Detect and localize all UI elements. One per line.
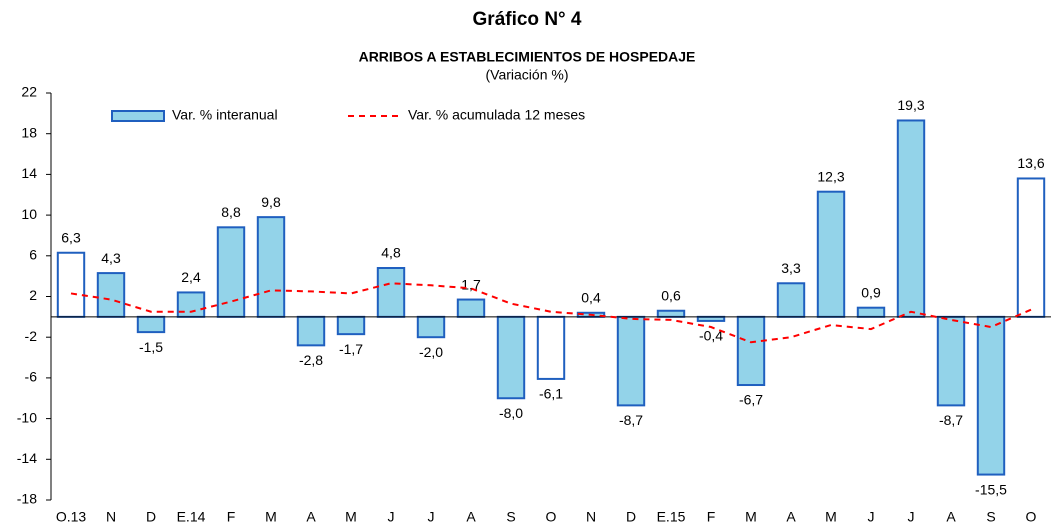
bar: [1016, 177, 1046, 318]
x-tick-label: D: [146, 509, 156, 525]
x-tick-label: F: [707, 509, 716, 525]
data-label: 0,4: [581, 289, 601, 305]
data-label: -2,0: [419, 344, 443, 360]
bar: [616, 315, 646, 407]
x-tick-label: M: [825, 509, 837, 525]
x-tick-label: F: [227, 509, 236, 525]
data-label: -8,7: [619, 412, 643, 428]
data-label: -1,7: [339, 341, 363, 357]
data-label: 0,9: [861, 284, 881, 300]
bar: [496, 315, 526, 400]
chart-subtitle: ARRIBOS A ESTABLECIMIENTOS DE HOSPEDAJE: [359, 49, 696, 65]
data-label: -15,5: [975, 481, 1007, 497]
data-label: -2,8: [299, 352, 323, 368]
data-label: -0,4: [699, 328, 723, 344]
bar: [96, 272, 126, 318]
bar: [656, 309, 686, 318]
x-tick-label: A: [306, 509, 316, 525]
x-tick-label: M: [265, 509, 277, 525]
bar: [816, 190, 846, 318]
bar: [376, 267, 406, 318]
y-tick-label: 10: [21, 206, 37, 222]
data-label: 6,3: [61, 229, 81, 245]
x-tick-label: J: [388, 509, 395, 525]
x-tick-label: M: [745, 509, 757, 525]
y-tick-label: 6: [29, 247, 37, 263]
data-label: 2,4: [181, 269, 201, 285]
bar: [216, 226, 246, 318]
bar: [536, 315, 566, 380]
bar: [696, 315, 726, 322]
x-tick-label: S: [506, 509, 515, 525]
legend-label: Var. % interanual: [172, 107, 278, 123]
x-tick-label: J: [428, 509, 435, 525]
x-tick-label: M: [345, 509, 357, 525]
chart-title: Gráfico N° 4: [473, 9, 582, 30]
y-tick-label: 22: [21, 84, 37, 100]
bar: [896, 119, 926, 318]
bar: [296, 315, 326, 347]
data-label: 4,8: [381, 245, 401, 261]
data-label: -8,7: [939, 412, 963, 428]
data-label: 12,3: [817, 168, 844, 184]
legend-label: Var. % acumulada 12 meses: [408, 107, 585, 123]
y-tick-label: -18: [17, 491, 37, 507]
bar: [416, 315, 446, 339]
bar: [176, 291, 206, 318]
y-tick-label: 2: [29, 287, 37, 303]
bar: [136, 315, 166, 334]
y-tick-label: 14: [21, 165, 37, 181]
y-tick-label: -10: [17, 409, 37, 425]
legend-swatch: [111, 110, 165, 122]
data-label: 8,8: [221, 204, 241, 220]
bar: [856, 306, 886, 318]
x-tick-label: A: [946, 509, 956, 525]
y-tick-label: -2: [25, 328, 38, 344]
y-tick-label: -6: [25, 369, 38, 385]
bar: [336, 315, 366, 336]
x-tick-label: J: [908, 509, 915, 525]
bar: [56, 251, 86, 318]
x-tick-label: A: [466, 509, 476, 525]
bar: [976, 315, 1006, 476]
y-tick-label: -14: [17, 450, 37, 466]
data-label: 1,7: [461, 276, 481, 292]
y-tick-label: 18: [21, 124, 37, 140]
data-label: 13,6: [1017, 155, 1044, 171]
x-tick-label: J: [868, 509, 875, 525]
data-label: 0,6: [661, 287, 681, 303]
x-tick-label: D: [626, 509, 636, 525]
line: [70, 282, 1032, 344]
y-label: (Variación %): [486, 67, 569, 83]
data-label: -6,1: [539, 386, 563, 402]
bar: [256, 216, 286, 318]
data-label: 4,3: [101, 250, 121, 266]
bar: [736, 315, 766, 387]
x-tick-label: A: [786, 509, 796, 525]
x-tick-label: N: [586, 509, 596, 525]
x-tick-label: E.15: [657, 509, 686, 525]
data-label: 3,3: [781, 260, 801, 276]
x-tick-label: O: [546, 509, 557, 525]
data-label: 19,3: [897, 97, 924, 113]
x-tick-label: E.14: [177, 509, 206, 525]
x-tick-label: N: [106, 509, 116, 525]
x-tick-label: O: [1026, 509, 1037, 525]
bar: [936, 315, 966, 407]
data-label: -8,0: [499, 405, 523, 421]
x-tick-label: S: [986, 509, 995, 525]
data-label: -6,7: [739, 392, 763, 408]
bar: [776, 282, 806, 318]
x-tick-label: O.13: [56, 509, 87, 525]
bar: [456, 298, 486, 318]
data-label: -1,5: [139, 339, 163, 355]
data-label: 9,8: [261, 194, 281, 210]
